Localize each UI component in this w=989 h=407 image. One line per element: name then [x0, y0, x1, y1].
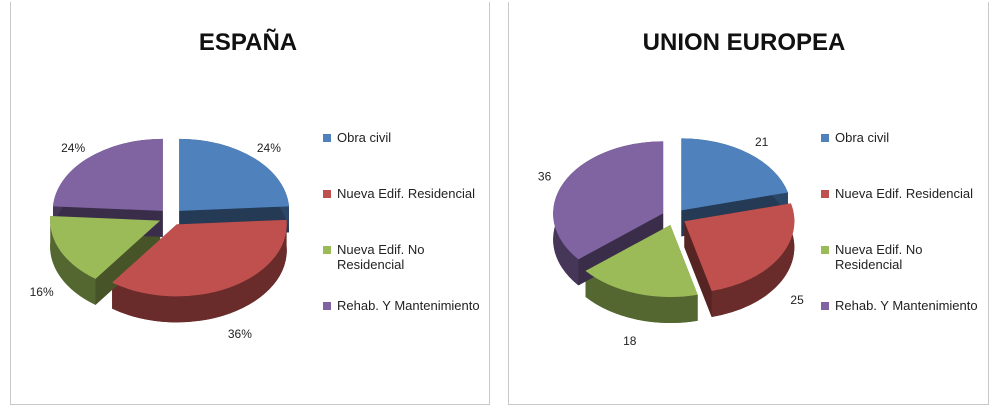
pie-slice-side [50, 216, 96, 305]
legend-item: Nueva Edif. No Residencial [821, 242, 981, 298]
legend-label: Rehab. Y Mantenimiento [835, 298, 978, 313]
data-label: 21 [755, 135, 769, 149]
legend-item: Nueva Edif. Residencial [323, 186, 483, 242]
pie-slice [553, 141, 664, 260]
data-label: 16% [30, 285, 54, 299]
data-label: 36% [228, 327, 252, 341]
pie-slice [112, 219, 287, 297]
legend-label: Rehab. Y Mantenimiento [337, 298, 480, 313]
legend-item: Nueva Edif. Residencial [821, 186, 981, 242]
legend-swatch [821, 190, 829, 198]
data-label: 24% [257, 141, 281, 155]
legend-label: Nueva Edif. Residencial [337, 186, 476, 201]
data-label: 25 [790, 293, 804, 307]
pie-tops [50, 138, 289, 297]
pie-slice [50, 216, 161, 279]
legend-item: Obra civil [323, 130, 483, 186]
pie-tops [553, 138, 795, 297]
pie-slice [585, 224, 698, 297]
data-label: 18 [623, 334, 637, 348]
pie-slice-side [112, 219, 287, 323]
pie-slice-side [711, 203, 795, 318]
chart-panel: ESPAÑA 24% 36% 16% 24% Obra civil Nueva Edif. … [10, 2, 490, 405]
legend-swatch [323, 302, 331, 310]
legend: Obra civil Nueva Edif. Residencial Nueva E… [821, 130, 981, 354]
legend-item: Rehab. Y Mantenimiento [323, 298, 483, 354]
pie-slice [53, 138, 163, 211]
pie-labels: 21 25 18 36 [538, 135, 804, 348]
legend-swatch [323, 246, 331, 254]
legend-label: Obra civil [835, 130, 890, 145]
legend-swatch [821, 246, 829, 254]
legend-swatch [323, 134, 331, 142]
pie-slice-side [585, 270, 698, 323]
chart-panel: UNION EUROPEA 21 25 18 36 Obra civil Nueva Edi… [508, 2, 989, 405]
legend-label: Obra civil [337, 130, 392, 145]
legend-swatch [821, 134, 829, 142]
pie-slice [179, 138, 289, 211]
legend-swatch [821, 302, 829, 310]
chart-title: ESPAÑA [199, 28, 297, 56]
data-label: 24% [61, 141, 85, 155]
chart-title: UNION EUROPEA [643, 29, 846, 56]
data-label: 36 [538, 169, 552, 183]
pie-slice [684, 203, 795, 292]
legend-label: Nueva Edif. Residencial [835, 186, 974, 201]
legend-item: Rehab. Y Mantenimiento [821, 298, 981, 354]
legend-label: Nueva Edif. No Residencial [337, 242, 425, 272]
legend-item: Obra civil [821, 130, 981, 186]
legend-label: Nueva Edif. No Residencial [835, 242, 923, 272]
legend-item: Nueva Edif. No Residencial [323, 242, 483, 298]
chart: ESPAÑA 24% 36% 16% 24% [30, 28, 298, 341]
pie-slice-face [684, 221, 712, 318]
chart: UNION EUROPEA 21 25 18 36 [538, 29, 846, 348]
pie-slice [681, 138, 788, 211]
legend-swatch [323, 190, 331, 198]
pie-labels: 24% 36% 16% 24% [30, 141, 282, 341]
legend: Obra civil Nueva Edif. Residencial Nueva E… [323, 130, 483, 354]
